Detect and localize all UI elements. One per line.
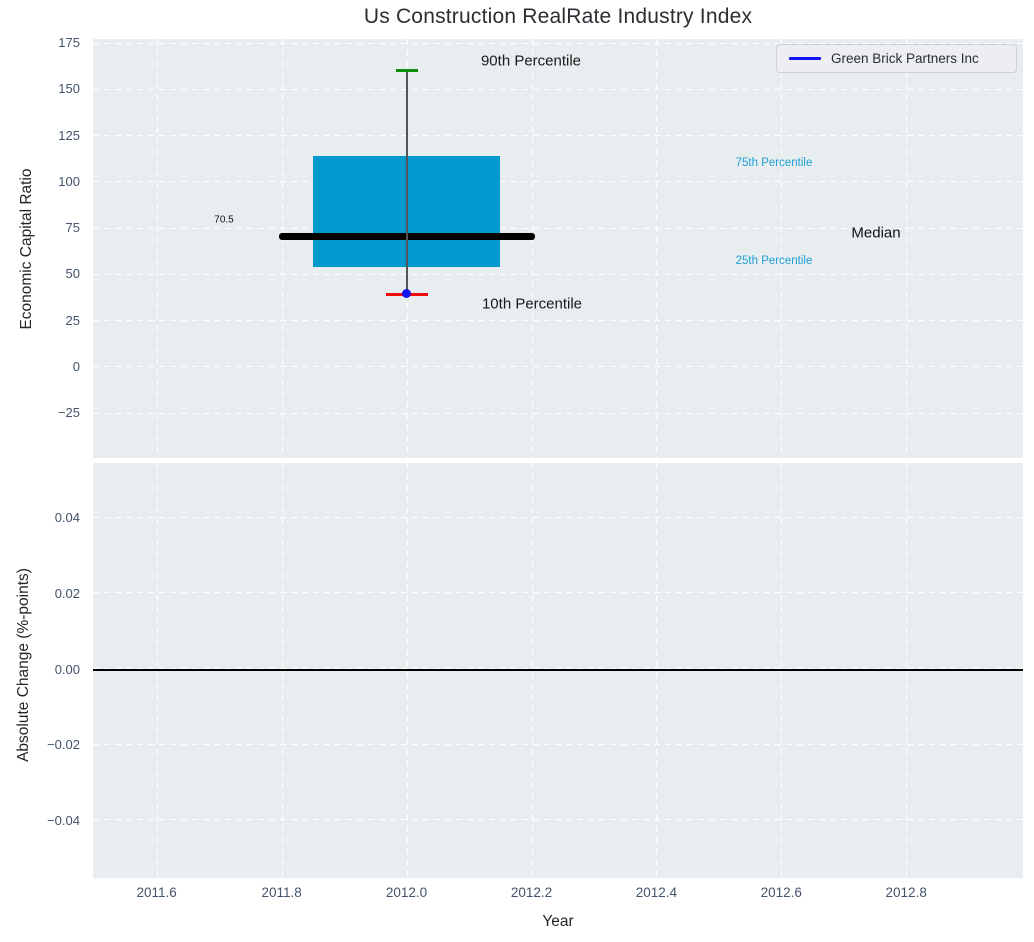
y-tick-label: −0.04 (47, 812, 80, 828)
y-gridline (93, 366, 1023, 368)
y-tick-label: −25 (57, 405, 80, 421)
y-gridline (93, 88, 1023, 90)
y-tick-label: 0.04 (54, 510, 80, 525)
y-gridline (93, 743, 1023, 745)
x-gridline (156, 39, 158, 458)
x-gridline (656, 39, 658, 458)
y-gridline (93, 273, 1023, 275)
annotation-p25-label: 25th Percentile (735, 255, 813, 267)
y-gridline (93, 668, 1023, 669)
y-gridline (93, 320, 1023, 322)
y-gridline (93, 819, 1023, 821)
y-gridline (93, 135, 1023, 137)
y-gridline (93, 592, 1023, 594)
x-tick-label: 2012.0 (385, 885, 428, 900)
annotation-median-label: Median (851, 224, 901, 242)
y-axis-title-top: Economic Capital Ratio (18, 168, 35, 330)
annotation-p75-label: 75th Percentile (735, 157, 813, 169)
company-data-point[interactable] (402, 288, 411, 298)
y-gridline (93, 42, 1023, 44)
y-tick-label: 0.02 (54, 585, 80, 601)
y-tick-label: 125 (58, 127, 80, 143)
y-tick-label: −0.02 (47, 737, 80, 753)
x-axis-title: Year (542, 913, 574, 930)
y-gridline (93, 181, 1023, 183)
y-tick-label: 175 (58, 35, 80, 51)
y-gridline (93, 412, 1023, 414)
y-tick-label: 150 (58, 81, 80, 97)
plot-area-economic-capital-ratio[interactable] (93, 39, 1023, 458)
y-tick-label: 50 (65, 266, 80, 282)
y-gridline (93, 516, 1023, 518)
y-tick-label: 75 (65, 220, 80, 236)
x-tick-label: 2012.8 (885, 885, 927, 900)
legend-series-label: Green Brick Partners Inc (831, 51, 979, 66)
chart-title: Us Construction RealRate Industry Index (363, 5, 753, 28)
whisker-line (405, 70, 408, 295)
legend[interactable]: Green Brick Partners Inc (776, 44, 1017, 73)
x-gridline (906, 39, 908, 458)
x-tick-label: 2012.2 (510, 885, 553, 900)
y-tick-label: 0 (72, 358, 80, 374)
annotation-median-value-label: 70.5 (214, 214, 234, 226)
plot-area-absolute-change[interactable] (93, 463, 1023, 878)
legend-line-swatch (789, 57, 821, 60)
zero-line (93, 669, 1023, 671)
x-tick-label: 2011.8 (261, 885, 302, 900)
x-tick-label: 2012.4 (635, 885, 678, 900)
y-tick-label: 0.00 (54, 661, 80, 677)
y-gridline (93, 227, 1023, 229)
annotation-p10-label: 10th Percentile (481, 295, 583, 313)
x-gridline (781, 39, 783, 458)
x-gridline (281, 39, 283, 458)
x-tick-label: 2012.6 (760, 885, 802, 900)
x-tick-label: 2011.6 (136, 885, 177, 900)
y-tick-label: 100 (58, 173, 80, 189)
p90-whisker-cap[interactable] (395, 69, 418, 72)
annotation-p90-label: 90th Percentile (480, 52, 582, 70)
y-tick-label: 25 (65, 312, 80, 328)
x-gridline (531, 39, 533, 458)
